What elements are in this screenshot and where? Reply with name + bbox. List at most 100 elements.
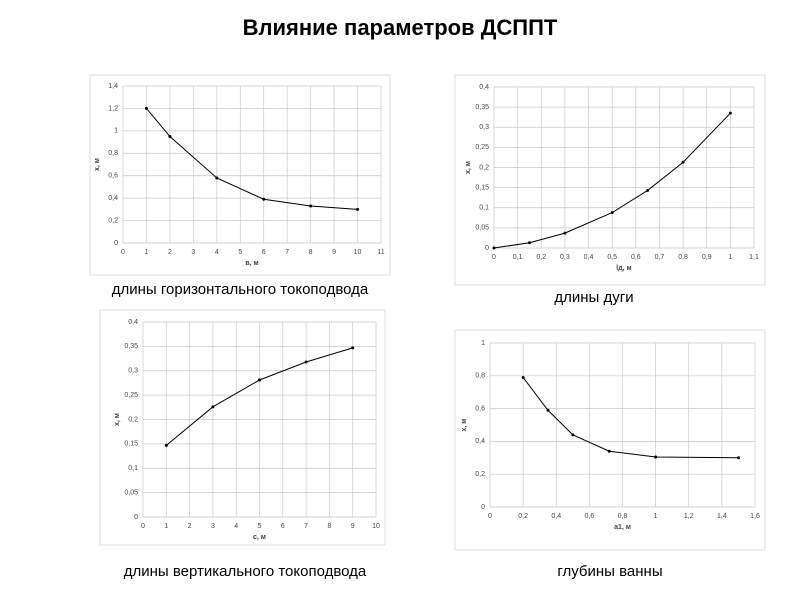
y-tick-label: 0,3 — [128, 368, 138, 375]
y-axis-label: x, м — [461, 419, 468, 432]
data-point — [304, 360, 308, 364]
y-tick-label: 0,25 — [475, 144, 489, 151]
data-point — [215, 176, 219, 180]
x-tick-label: 0,6 — [585, 513, 595, 520]
y-tick-label: 0,05 — [475, 225, 489, 232]
y-tick-label: 0,2 — [479, 164, 489, 171]
data-point — [262, 197, 266, 201]
x-tick-label: 0,8 — [618, 513, 628, 520]
x-tick-label: 4 — [234, 523, 238, 530]
x-tick-label: 0 — [121, 249, 125, 256]
x-axis-label: а1, м — [614, 524, 631, 531]
y-axis-label: x, м — [114, 413, 121, 426]
x-tick-label: 0,8 — [678, 254, 688, 261]
y-tick-label: 0,4 — [128, 319, 138, 326]
y-tick-label: 0 — [481, 504, 485, 511]
data-point — [168, 134, 172, 138]
y-tick-label: 0,1 — [128, 465, 138, 472]
x-tick-label: 4 — [215, 249, 219, 256]
data-point — [492, 246, 496, 250]
x-tick-label: 3 — [211, 523, 215, 530]
data-point — [527, 241, 531, 245]
x-tick-label: 1 — [654, 513, 658, 520]
chart-caption: длины горизонтального токоподвода — [112, 281, 369, 298]
x-tick-label: 2 — [168, 249, 172, 256]
x-tick-label: 9 — [332, 249, 336, 256]
x-tick-label: 10 — [372, 523, 380, 530]
x-tick-label: 0 — [492, 254, 496, 261]
x-tick-label: 7 — [304, 523, 308, 530]
y-tick-label: 0,25 — [124, 392, 138, 399]
chart-frame — [454, 74, 766, 286]
x-tick-label: 11 — [377, 249, 384, 256]
x-axis-label: lд, м — [616, 265, 631, 272]
x-axis-label: с, м — [253, 534, 266, 541]
y-tick-label: 0,35 — [475, 104, 489, 111]
data-point — [681, 160, 685, 164]
data-point — [521, 375, 525, 379]
y-tick-label: 1,4 — [108, 83, 118, 90]
x-tick-label: 0,1 — [513, 254, 523, 261]
data-point — [164, 443, 168, 447]
y-tick-label: 0,6 — [108, 173, 118, 180]
y-tick-label: 0,4 — [108, 195, 118, 202]
y-tick-label: 0,4 — [475, 438, 485, 445]
chart-frame — [99, 309, 386, 546]
x-tick-label: 1,1 — [749, 254, 759, 261]
y-tick-label: 0,3 — [479, 124, 489, 131]
x-tick-label: 8 — [309, 249, 313, 256]
x-tick-label: 5 — [238, 249, 242, 256]
y-tick-label: 0,4 — [479, 84, 489, 91]
data-point — [646, 188, 650, 192]
chart-caption: глубины ванны — [557, 563, 662, 580]
x-tick-label: 1 — [145, 249, 149, 256]
y-tick-label: 0,2 — [108, 217, 118, 224]
data-point — [563, 231, 567, 235]
data-point — [351, 346, 355, 350]
y-tick-label: 1 — [114, 128, 118, 135]
y-tick-label: 0 — [485, 245, 489, 252]
y-tick-label: 1,2 — [108, 105, 118, 112]
data-point — [144, 106, 148, 110]
data-point — [211, 405, 215, 409]
x-tick-label: 8 — [327, 523, 331, 530]
data-point — [546, 408, 550, 412]
data-point — [258, 378, 261, 382]
y-tick-label: 0,05 — [124, 489, 138, 496]
x-axis-label: в, м — [245, 260, 258, 267]
data-point — [728, 111, 732, 115]
x-tick-label: 3 — [191, 249, 195, 256]
x-tick-label: 6 — [262, 249, 266, 256]
data-point — [571, 433, 575, 437]
x-tick-label: 0,9 — [702, 254, 712, 261]
y-tick-label: 0 — [114, 240, 118, 247]
data-point — [610, 211, 614, 215]
data-point — [356, 207, 360, 211]
y-tick-label: 0 — [134, 514, 138, 521]
x-tick-label: 0,2 — [518, 513, 528, 520]
y-tick-label: 1 — [481, 340, 485, 347]
data-point — [654, 455, 658, 459]
data-point — [736, 456, 740, 460]
x-tick-label: 1 — [164, 523, 168, 530]
x-tick-label: 0,7 — [655, 254, 665, 261]
x-tick-label: 0,5 — [607, 254, 617, 261]
x-tick-label: 1,4 — [717, 513, 727, 520]
x-tick-label: 0,2 — [536, 254, 546, 261]
y-tick-label: 0,2 — [128, 416, 138, 423]
y-tick-label: 0,2 — [475, 471, 485, 478]
x-tick-label: 0,4 — [551, 513, 561, 520]
y-tick-label: 0,8 — [475, 373, 485, 380]
data-point — [309, 204, 313, 208]
y-tick-label: 0,8 — [108, 150, 118, 157]
x-tick-label: 0,6 — [631, 254, 641, 261]
x-tick-label: 0 — [141, 523, 145, 530]
x-tick-label: 10 — [354, 249, 362, 256]
data-line — [146, 108, 358, 210]
chart-caption: длины дуги — [554, 289, 633, 306]
y-axis-label: x, м — [94, 158, 101, 171]
x-tick-label: 6 — [281, 523, 285, 530]
y-tick-label: 0,1 — [479, 205, 489, 212]
